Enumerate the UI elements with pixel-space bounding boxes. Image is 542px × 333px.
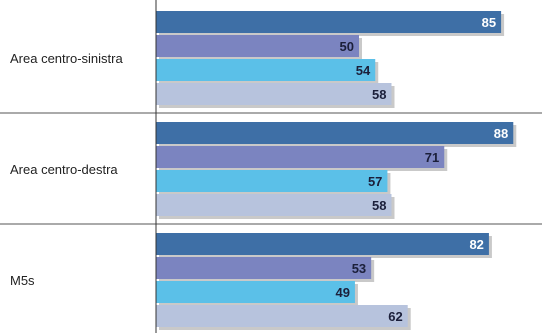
category-labels: Area centro-sinistra Area centro-destra M5… (10, 51, 123, 288)
bar (156, 257, 372, 279)
value-label: 62 (388, 309, 402, 324)
bar (156, 233, 489, 255)
bar (156, 305, 408, 327)
bar (156, 146, 445, 168)
bar (156, 11, 502, 33)
bar (156, 35, 359, 57)
bar (156, 170, 388, 192)
bar (156, 281, 355, 303)
value-label: 50 (340, 39, 354, 54)
bar (156, 122, 514, 144)
value-label: 82 (469, 237, 483, 252)
bars (156, 11, 517, 330)
value-label: 71 (425, 150, 439, 165)
category-label: M5s (10, 273, 35, 288)
category-label: Area centro-sinistra (10, 51, 123, 66)
value-label: 54 (356, 63, 371, 78)
value-label: 53 (352, 261, 366, 276)
value-label: 58 (372, 87, 386, 102)
bar (156, 83, 392, 105)
value-label: 85 (482, 15, 496, 30)
category-separators (0, 112, 542, 225)
bar (156, 194, 392, 216)
value-label: 58 (372, 198, 386, 213)
category-label: Area centro-destra (10, 162, 118, 177)
value-label: 49 (335, 285, 349, 300)
bar (156, 59, 376, 81)
value-label: 88 (494, 126, 508, 141)
value-label: 57 (368, 174, 382, 189)
